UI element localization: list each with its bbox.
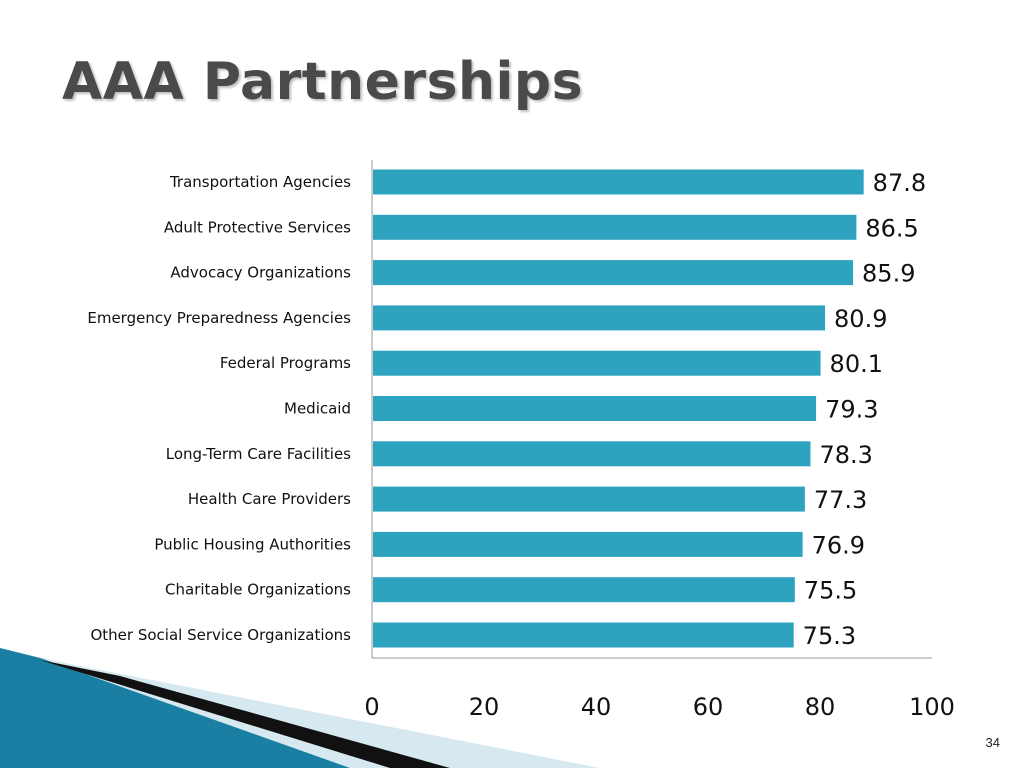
value-label: 80.1 <box>830 350 883 378</box>
x-tick-label: 100 <box>909 693 955 721</box>
category-label: Medicaid <box>284 400 351 418</box>
slide-title: AAA Partnerships <box>62 52 584 112</box>
x-tick-label: 20 <box>469 693 500 721</box>
value-label: 78.3 <box>819 441 872 469</box>
category-label: Other Social Service Organizations <box>90 626 351 644</box>
category-label: Emergency Preparedness Agencies <box>87 309 351 327</box>
bar <box>373 214 857 240</box>
value-label: 80.9 <box>834 305 887 333</box>
x-tick-label: 60 <box>693 693 724 721</box>
value-label: 85.9 <box>862 260 915 288</box>
bar <box>373 305 826 331</box>
category-label: Public Housing Authorities <box>154 535 351 553</box>
value-label: 87.8 <box>873 169 926 197</box>
category-label: Charitable Organizations <box>165 581 351 599</box>
x-tick-label: 80 <box>805 693 836 721</box>
x-tick-label: 0 <box>364 693 379 721</box>
category-label: Health Care Providers <box>188 490 351 508</box>
value-label: 76.9 <box>812 531 865 559</box>
category-label: Transportation Agencies <box>169 173 351 191</box>
bar <box>373 486 805 512</box>
value-label: 79.3 <box>825 396 878 424</box>
value-label: 77.3 <box>814 486 867 514</box>
bar <box>373 396 817 421</box>
bar <box>373 350 821 376</box>
page-number: 34 <box>985 735 1000 750</box>
category-label: Long-Term Care Facilities <box>166 445 351 463</box>
bar <box>373 169 864 195</box>
bar <box>373 622 794 648</box>
category-label: Federal Programs <box>220 354 351 372</box>
deco-blue-swoosh <box>0 648 350 768</box>
bar <box>373 260 854 286</box>
bar <box>373 441 811 467</box>
value-label: 75.3 <box>803 622 856 650</box>
value-label: 75.5 <box>804 577 857 605</box>
bar <box>373 531 803 557</box>
category-label: Advocacy Organizations <box>170 264 351 282</box>
bar <box>373 577 795 603</box>
value-label: 86.5 <box>865 214 918 242</box>
x-tick-label: 40 <box>581 693 612 721</box>
category-label: Adult Protective Services <box>164 218 351 236</box>
deco-dark-stripe <box>40 660 450 768</box>
